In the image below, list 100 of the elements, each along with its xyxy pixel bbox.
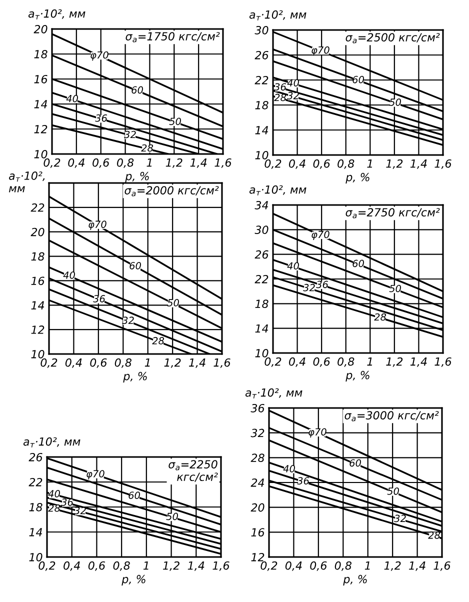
series-label: 50 <box>169 118 181 126</box>
x-tick-label: 0,6 <box>88 561 106 571</box>
y-tick-label: 20 <box>250 503 264 512</box>
series-label: 32 <box>303 284 315 292</box>
series-label: φ70 <box>312 230 330 240</box>
y-tick-label: 18 <box>31 252 44 261</box>
x-axis-title: p, % <box>346 172 370 184</box>
x-tick-label: 1 <box>364 562 370 570</box>
x-tick-label: 0,8 <box>117 158 134 168</box>
y-axis-title: a$_{т}$·10², мм <box>8 172 45 192</box>
series-label: 50 <box>389 284 401 292</box>
x-tick-label: 0,2 <box>260 561 278 571</box>
series-label: 40 <box>287 79 299 87</box>
series-label: φ70 <box>90 51 108 61</box>
x-axis-title: p, % <box>343 574 367 586</box>
y-tick-label: 10 <box>255 348 268 358</box>
x-axis-title: p, % <box>123 372 147 382</box>
series-label: φ70 <box>312 46 330 56</box>
x-tick-label: 1,6 <box>434 357 452 367</box>
x-axis-title: p, % <box>122 574 146 586</box>
y-tick-label: 16 <box>251 528 264 537</box>
x-tick-label: 1,4 <box>188 562 204 571</box>
y-tick-label: 22 <box>28 478 42 486</box>
x-tick-label: 1,4 <box>408 562 426 571</box>
x-tick-label: 0,8 <box>338 357 354 367</box>
series-label: 60 <box>352 76 364 84</box>
x-tick-label: 0,8 <box>334 561 352 571</box>
x-tick-label: 1,4 <box>190 158 207 168</box>
y-axis-title: a$_{т}$·10², мм <box>245 388 302 398</box>
x-tick-label: 1,4 <box>188 358 206 368</box>
y-tick-label: 12 <box>34 124 48 134</box>
x-tick-label: 1,2 <box>164 358 181 368</box>
y-tick-label: 24 <box>250 478 264 487</box>
x-tick-label: 0,2 <box>38 561 56 571</box>
x-tick-label: 1,2 <box>386 357 403 367</box>
y-tick-label: 32 <box>250 428 264 438</box>
y-tick-label: 18 <box>34 50 48 58</box>
text: σ$_{a}$=2250 кгс/см² <box>168 460 218 482</box>
series-label: 40 <box>287 262 299 270</box>
x-tick-label: 0,2 <box>40 358 58 368</box>
y-tick-label: 36 <box>250 404 264 412</box>
y-tick-label: 18 <box>29 502 42 512</box>
x-tick-label: 0,6 <box>313 357 330 367</box>
chart-title: σ$_{a}$=2500 кгс/см² <box>346 33 440 44</box>
x-tick-label: 1 <box>146 158 152 167</box>
y-tick-label: 14 <box>29 528 42 536</box>
x-tick-label: 1 <box>367 160 372 168</box>
x-tick-label: 1,6 <box>214 158 232 168</box>
x-tick-label: 0,4 <box>68 158 84 168</box>
x-tick-label: 0,2 <box>264 159 282 169</box>
y-tick-label: 10 <box>255 150 268 160</box>
series-label: 40 <box>63 271 75 279</box>
series-label: 28 <box>152 337 164 344</box>
y-tick-label: 14 <box>255 126 268 134</box>
y-tick-label: 14 <box>31 301 44 310</box>
chart-title: σ$_{a}$=3000 кгс/см² <box>344 411 439 422</box>
y-tick-label: 10 <box>31 350 44 358</box>
x-tick-label: 0,2 <box>44 158 60 168</box>
x-tick-label: 0,6 <box>313 159 330 169</box>
x-tick-label: 0,4 <box>65 358 82 368</box>
y-axis-title: a$_{т}$·10², мм <box>28 9 86 20</box>
series-label: 36 <box>61 498 74 506</box>
chart-title: σ$_{a}$=2000 кгс/см² <box>124 186 219 196</box>
x-tick-label: 1,6 <box>434 561 450 571</box>
x-tick-label: 0,4 <box>289 159 306 169</box>
series-label: 40 <box>283 465 295 472</box>
x-tick-label: 1 <box>367 358 372 366</box>
series-label: 40 <box>66 94 78 102</box>
series-label: 60 <box>130 262 141 270</box>
x-tick-label: 1,6 <box>214 358 230 368</box>
y-tick-label: 10 <box>34 150 48 158</box>
x-tick-label: 0,4 <box>64 561 80 571</box>
y-tick-label: 28 <box>250 454 264 462</box>
x-tick-label: 0,6 <box>92 158 110 168</box>
y-tick-label: 34 <box>254 200 268 210</box>
x-tick-label: 1,4 <box>410 160 427 169</box>
series-label: φ70 <box>88 220 106 230</box>
y-axis-title: a$_{т}$·10², мм <box>23 437 80 448</box>
y-tick-label: 18 <box>255 100 268 110</box>
y-tick-label: 26 <box>254 250 268 259</box>
series-label: 32 <box>124 130 136 138</box>
y-axis-title: a$_{т}$·10², мм <box>249 10 306 20</box>
x-tick-label: 1,2 <box>386 159 403 169</box>
y-tick-label: 16 <box>34 74 48 84</box>
y-tick-label: 22 <box>30 203 44 212</box>
series-label: φ70 <box>86 470 104 480</box>
x-tick-label: 0,4 <box>289 357 306 367</box>
y-axis-title: a$_{т}$·10², мм <box>249 185 306 196</box>
series-label: 60 <box>350 459 361 467</box>
x-tick-label: 1 <box>143 562 148 570</box>
series-label: φ70 <box>308 428 326 438</box>
series-label: 32 <box>287 92 299 100</box>
x-tick-label: 1,2 <box>162 561 180 571</box>
x-tick-label: 1,2 <box>384 561 401 571</box>
y-tick-label: 14 <box>255 324 268 333</box>
series-label: 36 <box>274 83 286 91</box>
y-tick-label: 20 <box>34 24 48 34</box>
series-label: 50 <box>166 512 178 520</box>
x-tick-label: 0,8 <box>113 561 130 571</box>
y-tick-label: 26 <box>28 452 42 462</box>
